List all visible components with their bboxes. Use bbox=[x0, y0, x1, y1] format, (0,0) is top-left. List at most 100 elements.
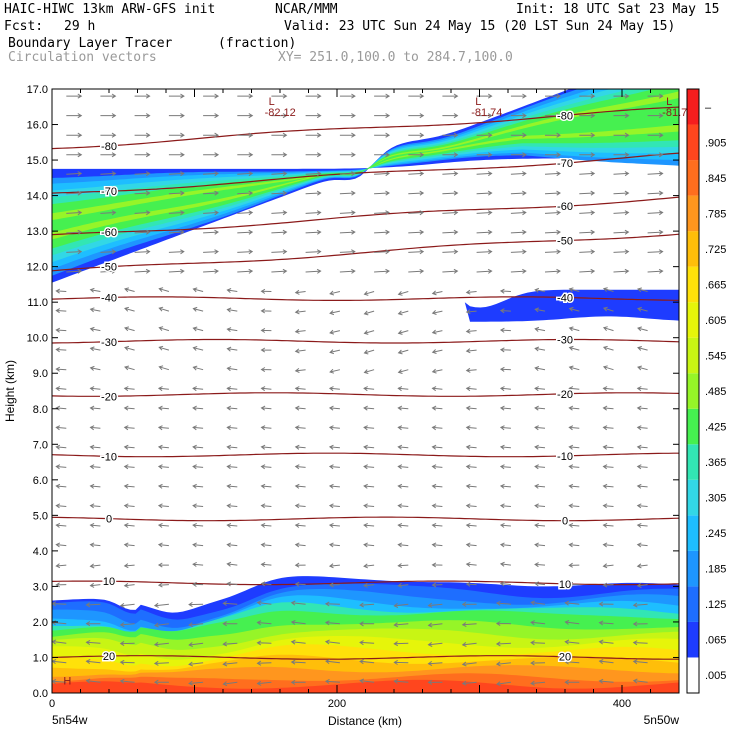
temperature-contour bbox=[52, 106, 679, 150]
circulation-vector bbox=[545, 113, 561, 119]
y-tick-label: 8.0 bbox=[33, 404, 48, 416]
colorbar-swatch bbox=[687, 586, 699, 622]
circulation-vector bbox=[157, 386, 169, 392]
circulation-vector bbox=[374, 113, 391, 119]
circulation-vector bbox=[602, 326, 614, 332]
circulation-vector bbox=[119, 659, 135, 665]
circulation-vector bbox=[442, 249, 459, 255]
circulation-vector bbox=[157, 522, 169, 528]
circulation-vector bbox=[226, 542, 238, 548]
circulation-vector bbox=[188, 680, 204, 686]
circulation-vector bbox=[431, 405, 443, 411]
circulation-vector bbox=[294, 562, 306, 568]
circulation-vector bbox=[442, 132, 459, 138]
circulation-vector bbox=[256, 620, 272, 626]
circulation-vector bbox=[55, 483, 67, 489]
circulation-vector bbox=[203, 190, 219, 196]
circulation-vector bbox=[647, 152, 664, 158]
circulation-vector bbox=[568, 306, 580, 312]
thin-tracer-layer bbox=[52, 289, 679, 322]
circulation-vector bbox=[530, 620, 546, 626]
circulation-vector bbox=[157, 562, 169, 568]
circulation-vector bbox=[431, 290, 443, 296]
x-tick-label: 0 bbox=[49, 698, 55, 710]
circulation-vector bbox=[55, 503, 67, 509]
circulation-vector bbox=[465, 444, 477, 450]
circulation-vector bbox=[636, 483, 648, 489]
circulation-vector bbox=[271, 93, 288, 99]
circulation-vector bbox=[134, 171, 151, 177]
circulation-vector bbox=[134, 229, 151, 235]
circulation-vector bbox=[564, 679, 580, 685]
circulation-vector bbox=[598, 601, 614, 607]
circulation-vector bbox=[55, 542, 67, 548]
circulation-vector bbox=[442, 268, 459, 274]
circulation-vector bbox=[465, 561, 477, 567]
circulation-vector bbox=[222, 600, 238, 606]
contour-label: -40 bbox=[557, 292, 573, 304]
y-tick-label: 3.0 bbox=[33, 581, 48, 593]
circulation-vector bbox=[66, 113, 83, 119]
circulation-vector bbox=[568, 464, 580, 470]
circulation-vector bbox=[534, 425, 546, 431]
circulation-vector bbox=[192, 386, 204, 392]
circulation-vector bbox=[579, 249, 596, 255]
temperature-contour bbox=[52, 452, 679, 458]
circulation-vector bbox=[363, 503, 375, 509]
circulation-vector bbox=[647, 268, 664, 274]
circulation-vector bbox=[465, 542, 477, 548]
circulation-vector bbox=[192, 365, 204, 371]
circulation-vector bbox=[510, 113, 527, 119]
circulation-vector bbox=[427, 642, 443, 647]
temperature-contour bbox=[52, 655, 679, 660]
circulation-vector bbox=[602, 522, 614, 528]
circulation-vector bbox=[237, 171, 254, 177]
circulation-vector bbox=[602, 563, 614, 569]
circulation-vector bbox=[613, 249, 630, 255]
circulation-vector bbox=[495, 600, 511, 606]
circulation-vector bbox=[499, 405, 511, 411]
colorbar-swatch bbox=[687, 124, 699, 161]
colorbar-swatch bbox=[687, 195, 699, 232]
circulation-vector bbox=[237, 190, 254, 196]
circulation-vector bbox=[271, 113, 288, 119]
circulation-vector bbox=[260, 288, 272, 294]
extremum-value: -82.12 bbox=[265, 107, 296, 119]
circulation-vector bbox=[647, 249, 664, 255]
temperature-contour bbox=[52, 152, 679, 194]
colorbar-swatch bbox=[687, 479, 699, 516]
circulation-vector bbox=[564, 619, 580, 625]
temperature-contour bbox=[52, 233, 679, 272]
contour-label: -20 bbox=[101, 391, 117, 403]
circulation-vector bbox=[339, 210, 356, 216]
circulation-vectors bbox=[52, 93, 664, 687]
circulation-vector bbox=[305, 229, 322, 235]
circulation-vector bbox=[222, 621, 238, 627]
circulation-vector bbox=[203, 93, 220, 99]
model-title: HAIC-HIWC 13km ARW-GFS init bbox=[4, 2, 216, 17]
colorbar-label: .485 bbox=[705, 386, 726, 398]
contour-label: -50 bbox=[101, 262, 117, 274]
contour-label: -50 bbox=[557, 236, 573, 248]
circulation-vector bbox=[613, 93, 630, 99]
circulation-vector bbox=[476, 249, 493, 255]
init-time: Init: 18 UTC Sat 23 May 15 bbox=[516, 2, 720, 17]
circulation-vector bbox=[339, 190, 356, 196]
circulation-vector bbox=[290, 600, 306, 606]
circulation-vector bbox=[397, 425, 409, 431]
contour-label: -10 bbox=[557, 451, 573, 463]
circulation-vector bbox=[158, 345, 170, 351]
circulation-vector bbox=[157, 405, 169, 411]
circulation-vector bbox=[363, 291, 375, 296]
circulation-vector bbox=[158, 306, 170, 312]
circulation-vector bbox=[168, 171, 185, 177]
circulation-vector bbox=[55, 425, 67, 431]
circulation-vector bbox=[647, 190, 664, 196]
circulation-vector bbox=[203, 268, 219, 274]
x-end-label: 5n50w bbox=[644, 713, 680, 727]
circulation-vector bbox=[134, 210, 151, 216]
extremum-letter: L bbox=[666, 96, 672, 108]
circulation-vector bbox=[55, 366, 67, 372]
circulation-vector bbox=[408, 152, 425, 158]
y-tick-label: 7.0 bbox=[33, 439, 48, 451]
